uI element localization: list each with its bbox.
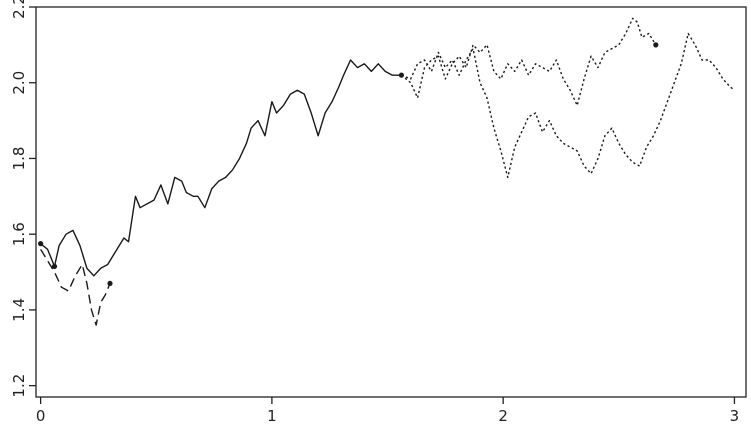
y-tick-label: 1.8 xyxy=(10,147,28,171)
y-tick-label: 1.4 xyxy=(10,298,28,322)
x-tick-label: 3 xyxy=(730,407,740,425)
x-tick-label: 1 xyxy=(267,407,277,425)
y-tick-label: 2.0 xyxy=(10,71,28,95)
x-tick-label: 2 xyxy=(498,407,508,425)
endpoint-marker-5 xyxy=(653,42,659,48)
endpoint-marker-3 xyxy=(107,280,113,287)
series-line-2-dashed xyxy=(40,248,111,326)
y-tick-label: 2.2 xyxy=(10,0,28,19)
x-tick-label: 0 xyxy=(36,407,46,425)
endpoint-marker-1 xyxy=(38,241,44,247)
endpoint-marker-2 xyxy=(51,263,58,269)
y-axis: 1.2 1.4 1.6 1.8 2.0 2.2 xyxy=(10,0,36,398)
marker-layer xyxy=(38,42,659,287)
y-tick-label: 1.6 xyxy=(10,222,28,246)
plot-frame xyxy=(35,6,747,398)
series-layer xyxy=(40,17,735,326)
endpoint-marker-4 xyxy=(398,72,405,78)
x-axis: 0 1 2 3 xyxy=(36,397,739,425)
series-line-4-dotted xyxy=(400,17,657,107)
series-line-3-dotted xyxy=(401,32,735,179)
y-tick-label: 1.2 xyxy=(10,374,28,398)
series-line-1-solid xyxy=(40,59,402,277)
